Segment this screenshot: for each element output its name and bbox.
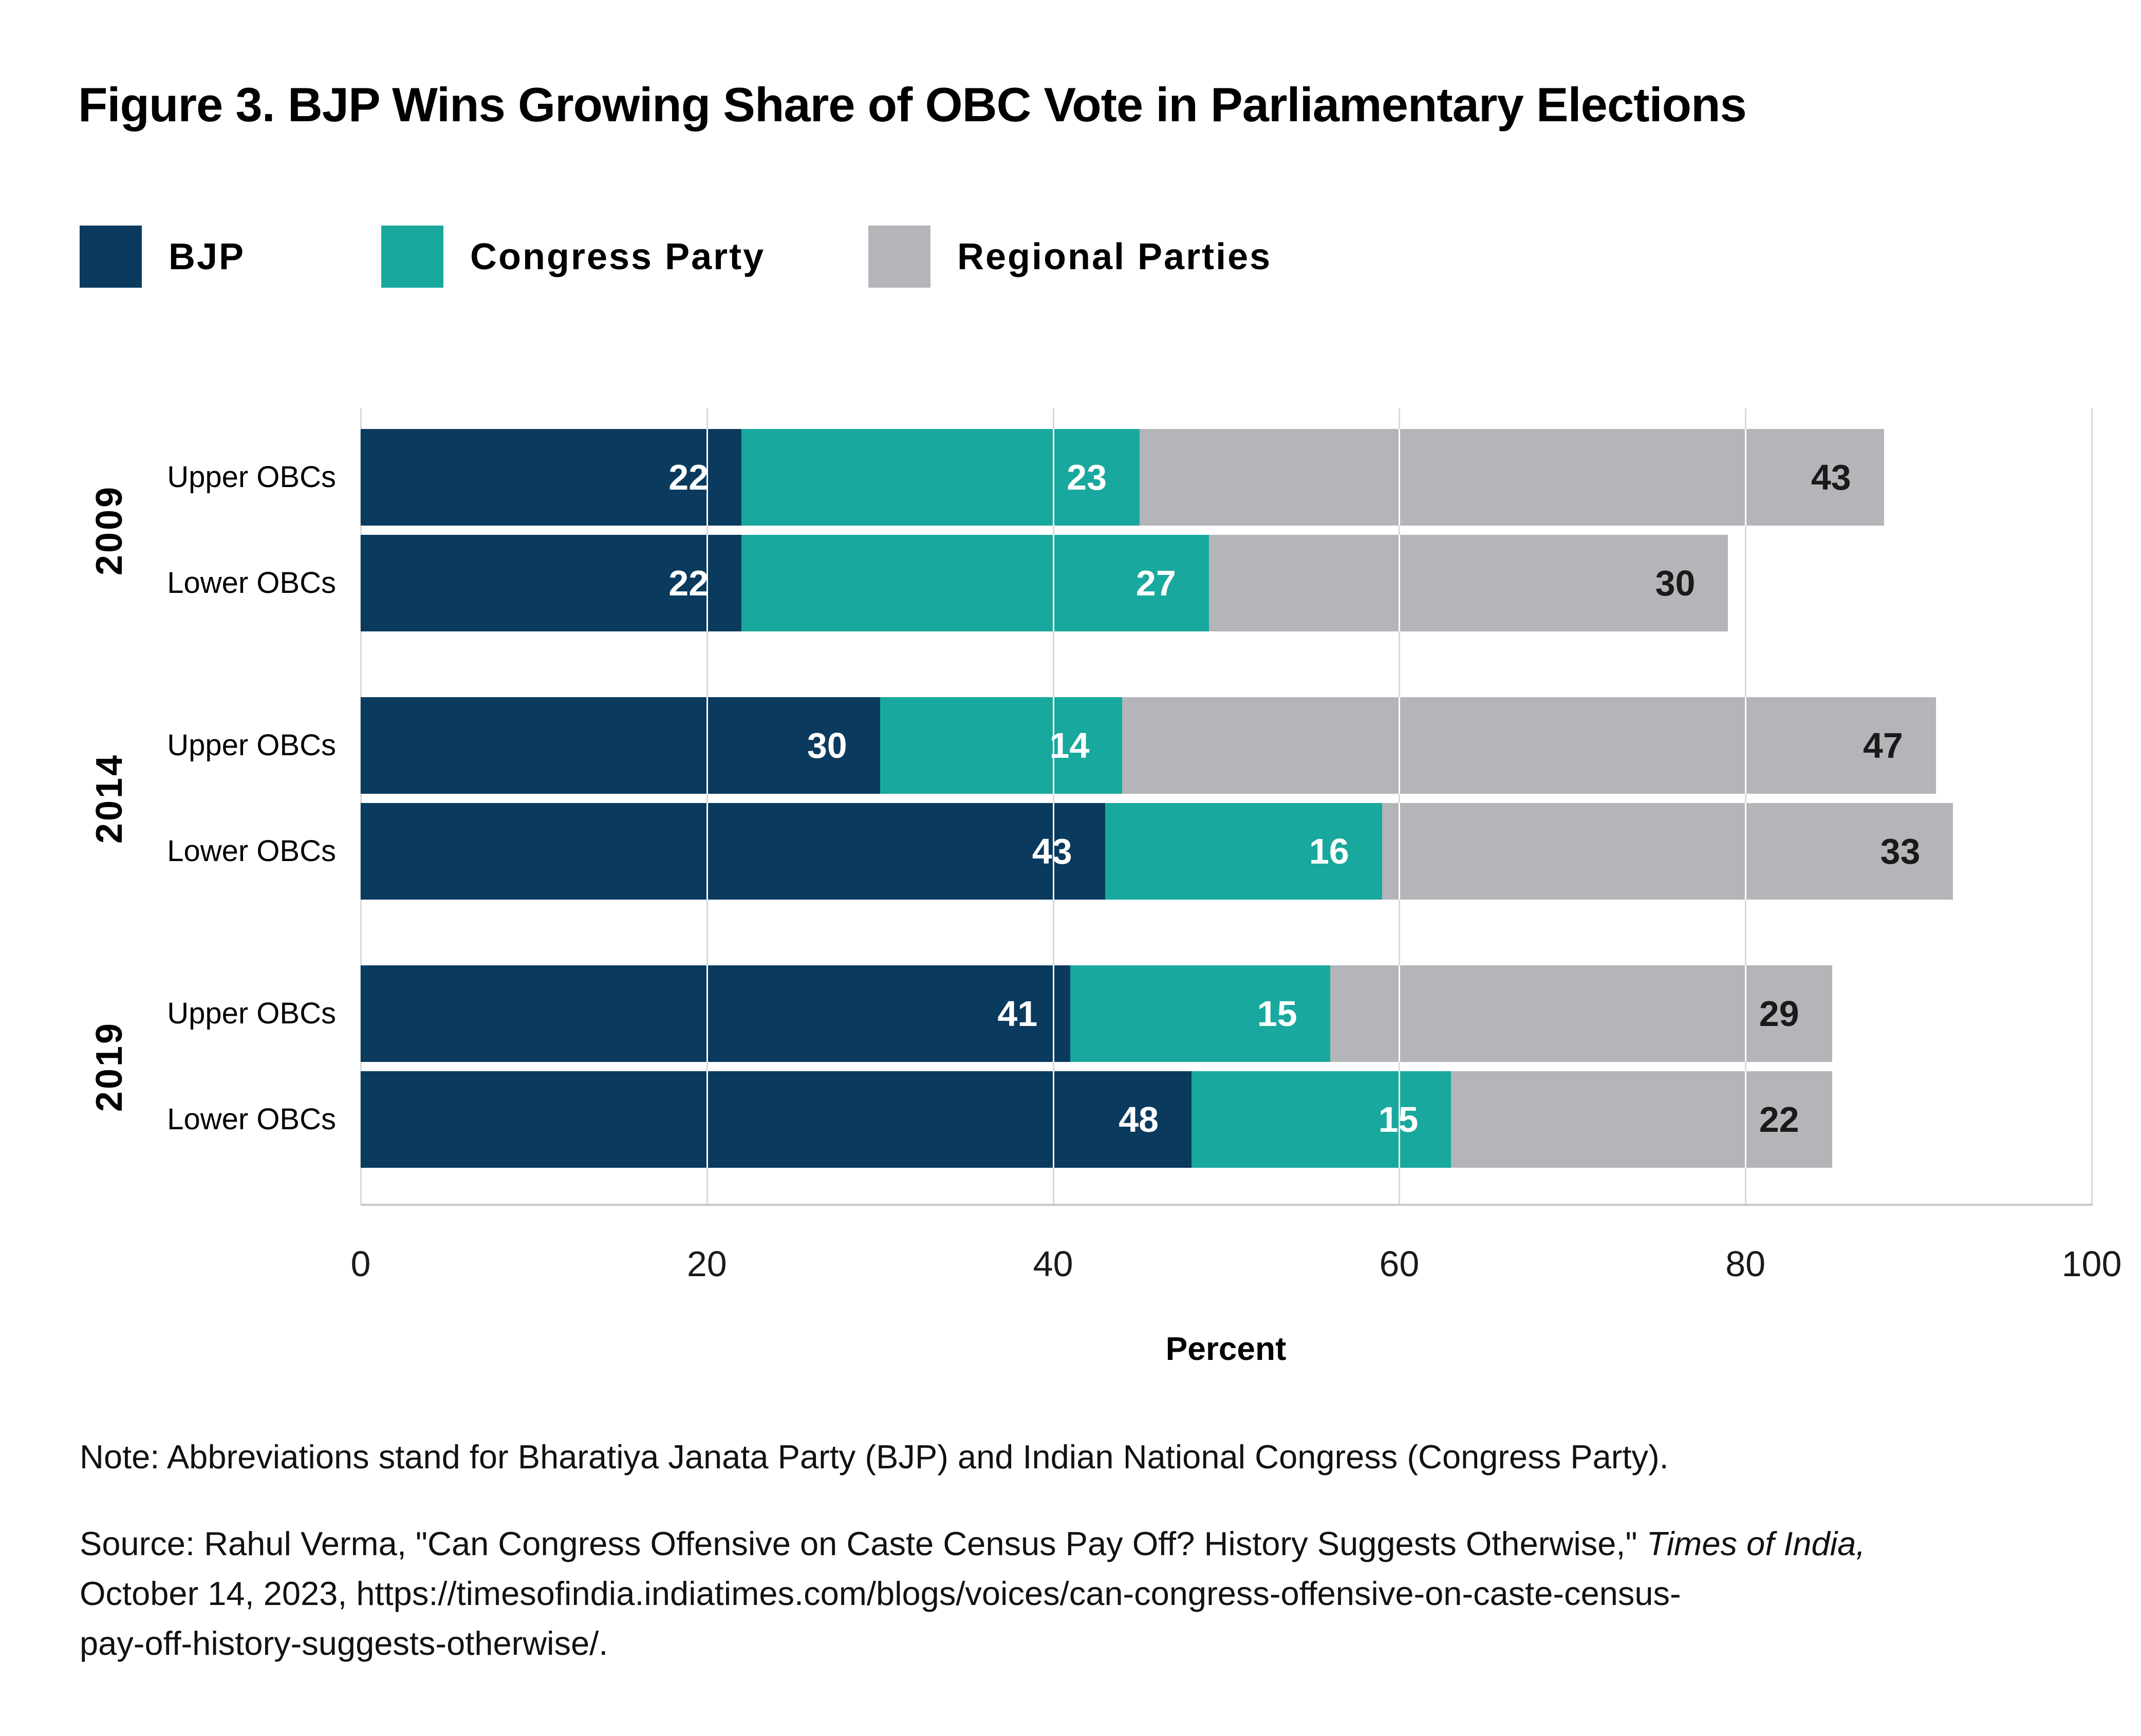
legend-label: Congress Party: [470, 236, 766, 277]
source-line2: October 14, 2023, https://timesofindia.i…: [80, 1575, 1681, 1612]
bar-segment-regional-parties: 22: [1451, 1071, 1832, 1168]
row-label: Lower OBCs: [167, 566, 336, 600]
row-label: Lower OBCs: [167, 834, 336, 868]
bar-segment-regional-parties: 47: [1122, 697, 1936, 794]
source-line3: pay-off-history-suggests-otherwise/.: [80, 1625, 608, 1662]
x-axis-label: Percent: [1165, 1330, 1287, 1367]
legend-item-regional-parties: Regional Parties: [868, 226, 1272, 288]
bar-segment-bjp: 48: [361, 1071, 1192, 1168]
gridline-overlay: [1399, 965, 1401, 1062]
gridline-overlay: [1745, 965, 1747, 1062]
gridline-overlay: [1745, 803, 1747, 900]
gridline-overlay: [1399, 697, 1401, 794]
gridline-overlay: [1052, 535, 1054, 631]
gridline-overlay: [1052, 803, 1054, 900]
x-axis-line: [361, 1204, 2093, 1206]
figure-title: Figure 3. BJP Wins Growing Share of OBC …: [78, 78, 1747, 132]
bar-value-label: 30: [807, 725, 847, 766]
bar-value-label: 27: [1135, 563, 1176, 603]
bar-value-label: 48: [1119, 1099, 1159, 1140]
legend-item-congress-party: Congress Party: [381, 226, 765, 288]
bar-segment-bjp: 43: [361, 803, 1105, 900]
bar-value-label: 15: [1378, 1099, 1419, 1140]
bar-row: 22 23 43: [361, 429, 1884, 526]
gridline-overlay: [1052, 429, 1054, 526]
legend-swatch: [868, 226, 930, 288]
gridline-overlay: [1052, 1071, 1054, 1168]
bar-segment-bjp: 41: [361, 965, 1071, 1062]
gridline: [2091, 408, 2093, 1204]
bar-row: 22 27 30: [361, 535, 1728, 631]
x-tick-label: 40: [1033, 1244, 1073, 1284]
note-text: Note: Abbreviations stand for Bharatiya …: [80, 1438, 1669, 1476]
x-tick-label: 60: [1379, 1244, 1420, 1284]
bar-segment-regional-parties: 43: [1140, 429, 1884, 526]
bar-row: 43 16 33: [361, 803, 1953, 900]
bar-row: 41 15 29: [361, 965, 1832, 1062]
year-label: 2019: [89, 1021, 130, 1112]
bar-segment-bjp: 22: [361, 429, 742, 526]
gridline-overlay: [706, 535, 708, 631]
bar-segment-congress-party: 27: [741, 535, 1209, 631]
source-text: Source: Rahul Verma, "Can Congress Offen…: [80, 1519, 1865, 1668]
bar-value-label: 22: [668, 457, 709, 497]
bar-value-label: 43: [1811, 457, 1851, 497]
gridline-overlay: [706, 697, 708, 794]
bar-value-label: 29: [1759, 994, 1799, 1034]
gridline-overlay: [706, 803, 708, 900]
gridline-overlay: [1052, 965, 1054, 1062]
gridline-overlay: [1745, 697, 1747, 794]
bar-row: 48 15 22: [361, 1071, 1832, 1168]
source-italic-publication: Times of India,: [1646, 1525, 1866, 1562]
bar-value-label: 22: [668, 563, 709, 603]
gridline-overlay: [706, 429, 708, 526]
row-label: Upper OBCs: [167, 460, 336, 494]
row-label: Upper OBCs: [167, 729, 336, 762]
row-label: Upper OBCs: [167, 997, 336, 1030]
legend-swatch: [80, 226, 142, 288]
bar-segment-regional-parties: 29: [1330, 965, 1832, 1062]
legend-label: Regional Parties: [957, 236, 1272, 277]
row-label: Lower OBCs: [167, 1103, 336, 1136]
bar-value-label: 23: [1067, 457, 1107, 497]
bar-value-label: 15: [1257, 994, 1297, 1034]
gridline-overlay: [1399, 803, 1401, 900]
gridline-overlay: [1745, 1071, 1747, 1168]
bar-row: 30 14 47: [361, 697, 1936, 794]
legend-item-bjp: BJP: [80, 226, 245, 288]
bar-value-label: 43: [1032, 831, 1072, 871]
legend-swatch: [381, 226, 443, 288]
gridline-overlay: [706, 965, 708, 1062]
bar-segment-congress-party: 15: [1191, 1071, 1451, 1168]
bar-segment-regional-parties: 30: [1208, 535, 1728, 631]
bar-value-label: 30: [1655, 563, 1696, 603]
bar-value-label: 41: [997, 994, 1038, 1034]
gridline-overlay: [1745, 429, 1747, 526]
bar-segment-regional-parties: 33: [1382, 803, 1953, 900]
bar-segment-congress-party: 14: [880, 697, 1123, 794]
bar-segment-bjp: 22: [361, 535, 742, 631]
source-line1: Source: Rahul Verma, "Can Congress Offen…: [80, 1525, 1647, 1562]
bar-value-label: 14: [1049, 725, 1090, 766]
x-tick-label: 80: [1725, 1244, 1766, 1284]
gridline-overlay: [1052, 697, 1054, 794]
bar-value-label: 16: [1309, 831, 1349, 871]
gridline-overlay: [1399, 1071, 1401, 1168]
gridline-overlay: [1399, 535, 1401, 631]
bar-value-label: 47: [1863, 725, 1903, 766]
bar-segment-bjp: 30: [361, 697, 880, 794]
gridline-overlay: [1399, 429, 1401, 526]
legend-label: BJP: [169, 236, 246, 277]
gridline-overlay: [706, 1071, 708, 1168]
bar-value-label: 33: [1880, 831, 1921, 871]
bar-segment-congress-party: 15: [1070, 965, 1330, 1062]
x-tick-label: 100: [2061, 1244, 2122, 1284]
bar-segment-congress-party: 23: [741, 429, 1140, 526]
x-tick-label: 0: [350, 1244, 371, 1284]
bar-segment-congress-party: 16: [1105, 803, 1382, 900]
x-tick-label: 20: [686, 1244, 727, 1284]
bar-value-label: 22: [1759, 1099, 1799, 1140]
